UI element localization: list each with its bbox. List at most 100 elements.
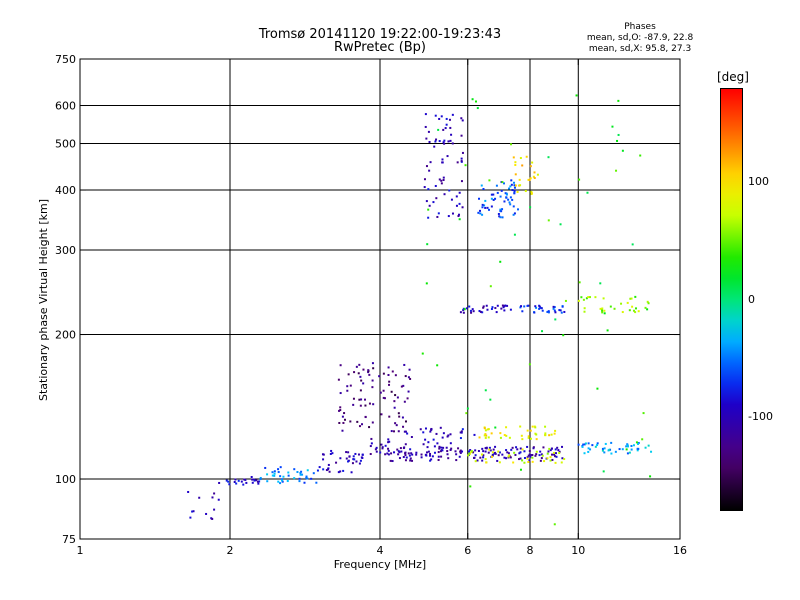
data-point <box>602 297 605 300</box>
data-point <box>483 427 486 430</box>
data-point <box>306 477 309 480</box>
data-point <box>398 451 401 454</box>
data-point <box>213 508 216 511</box>
data-point <box>625 448 628 451</box>
data-point <box>424 125 427 128</box>
data-point <box>455 459 458 462</box>
data-point <box>437 212 440 215</box>
data-point <box>617 133 620 136</box>
data-point <box>471 98 474 101</box>
data-point <box>502 182 505 185</box>
data-point <box>544 425 547 428</box>
data-point <box>534 305 537 308</box>
data-point <box>527 454 530 457</box>
data-point <box>388 380 391 383</box>
data-point <box>409 457 412 460</box>
data-point <box>510 448 513 451</box>
data-point <box>554 455 557 458</box>
data-point <box>578 281 581 284</box>
data-point <box>488 446 491 449</box>
data-point <box>532 447 535 450</box>
data-point <box>339 409 342 412</box>
data-point <box>531 161 534 164</box>
data-point <box>476 459 479 462</box>
data-point <box>404 459 407 462</box>
data-point <box>408 368 411 371</box>
data-point <box>233 481 236 484</box>
data-point <box>478 436 481 439</box>
data-point <box>461 151 464 154</box>
data-point <box>500 189 503 192</box>
data-point <box>427 188 430 191</box>
data-point <box>368 402 371 405</box>
data-point <box>457 215 460 218</box>
data-point <box>621 311 624 314</box>
data-point <box>343 418 346 421</box>
data-point <box>189 516 192 519</box>
data-point <box>465 412 468 415</box>
data-point <box>550 447 553 450</box>
data-point <box>367 369 370 372</box>
data-point <box>513 212 516 215</box>
data-point <box>553 309 556 312</box>
data-point <box>501 181 504 184</box>
data-point <box>442 141 445 144</box>
data-point <box>255 479 258 482</box>
data-point <box>637 441 640 444</box>
y-tick-label: 400 <box>55 184 76 197</box>
data-point <box>428 169 431 172</box>
data-point <box>478 197 481 200</box>
data-point <box>512 461 515 464</box>
data-point <box>497 450 500 453</box>
y-tick-label: 200 <box>55 329 76 342</box>
data-point <box>352 403 355 406</box>
data-point <box>577 299 580 302</box>
data-point <box>548 434 551 437</box>
data-point <box>503 309 506 312</box>
data-point <box>585 297 588 300</box>
data-point <box>547 311 550 314</box>
data-point <box>277 468 280 471</box>
data-point <box>364 415 367 418</box>
data-point <box>523 450 526 453</box>
data-point <box>446 453 449 456</box>
x-axis-label: Frequency [MHz] <box>334 558 426 571</box>
data-point <box>546 457 549 460</box>
data-point <box>296 471 299 474</box>
data-point <box>409 459 412 462</box>
x-tick-label: 16 <box>673 544 687 557</box>
data-point <box>426 243 429 246</box>
data-point <box>627 445 630 448</box>
data-point <box>358 363 361 366</box>
x-tick-label: 6 <box>464 544 471 557</box>
data-point <box>421 352 424 355</box>
data-point <box>381 447 384 450</box>
data-point <box>513 451 516 454</box>
data-point <box>513 190 516 193</box>
data-point <box>244 478 247 481</box>
data-point <box>637 442 640 445</box>
data-point <box>349 420 352 423</box>
data-point <box>550 433 553 436</box>
phases-summary: Phases mean, sd,O: -87.9, 22.8 mean, sd,… <box>575 22 705 55</box>
data-point <box>287 471 290 474</box>
data-point <box>548 447 551 450</box>
data-point <box>281 480 284 483</box>
data-point <box>479 456 482 459</box>
data-point <box>583 310 586 313</box>
data-point <box>542 446 545 449</box>
data-point <box>430 427 433 430</box>
data-point <box>499 208 502 211</box>
data-point <box>518 458 521 461</box>
data-point <box>547 156 550 159</box>
data-point <box>496 191 499 194</box>
data-point <box>539 306 542 309</box>
data-point <box>458 213 461 216</box>
data-point <box>383 397 386 400</box>
data-point <box>328 470 331 473</box>
data-point <box>441 158 444 161</box>
y-tick-label: 600 <box>55 100 76 113</box>
data-point <box>298 477 301 480</box>
data-point <box>423 178 426 181</box>
y-axis-label: Stationary phase Virtual Height [km] <box>37 199 50 401</box>
